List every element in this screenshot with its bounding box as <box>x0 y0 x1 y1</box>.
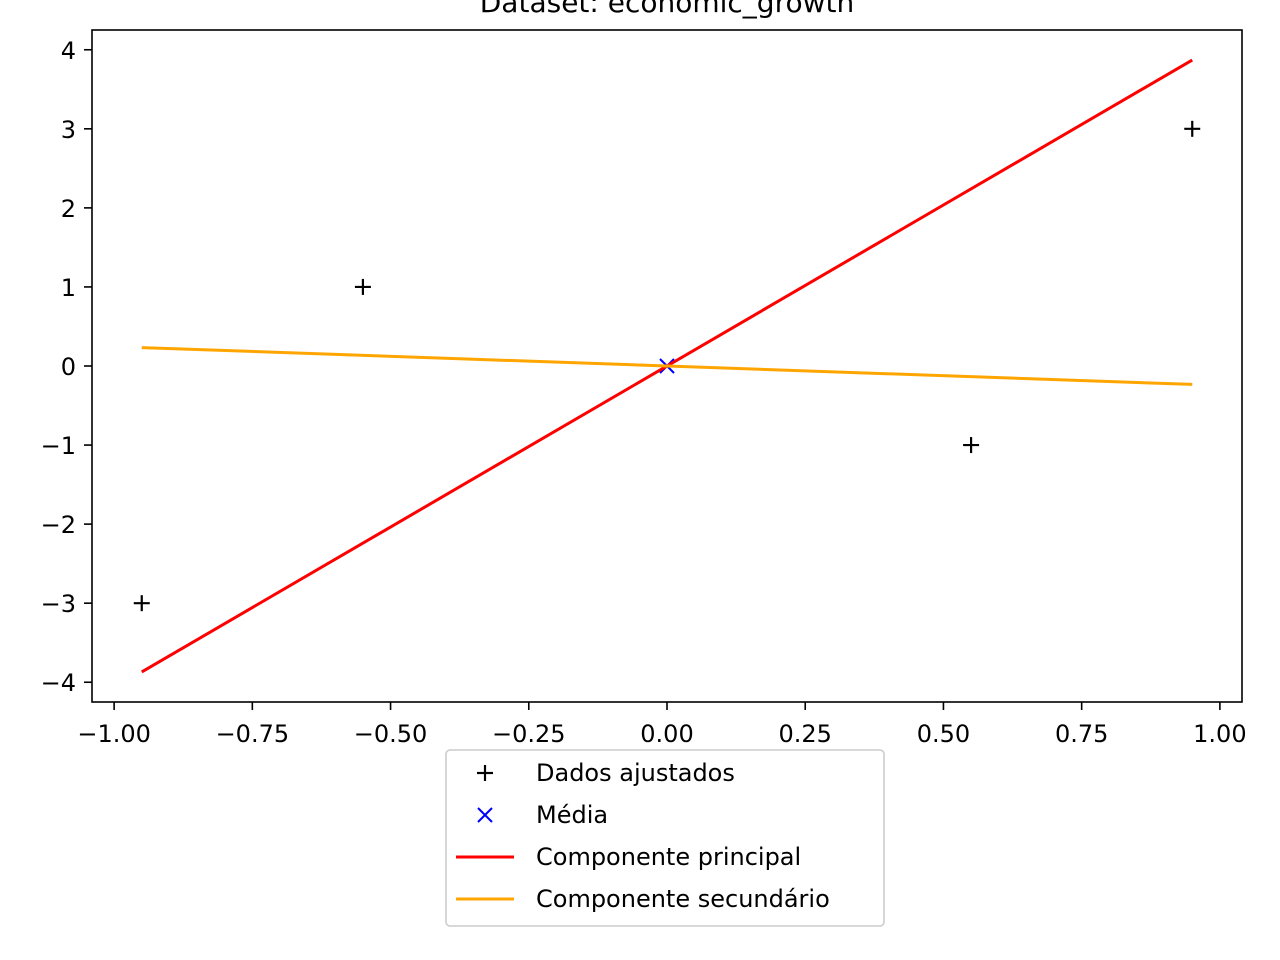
y-tick-label: 2 <box>61 195 76 223</box>
x-tick-label: −0.25 <box>492 720 566 748</box>
series-line <box>141 346 1193 386</box>
legend-label: Dados ajustados <box>536 759 735 787</box>
x-tick-label: −1.00 <box>77 720 151 748</box>
legend: Dados ajustados Média Componente principal… <box>445 749 885 927</box>
x-tick-label: 0.75 <box>1055 720 1108 748</box>
x-tick-label: 0.50 <box>917 720 970 748</box>
data-point <box>963 437 980 454</box>
y-tick-label: 4 <box>61 37 76 65</box>
y-tick-label: −2 <box>41 511 76 539</box>
y-tick-label: −1 <box>41 432 76 460</box>
legend-label: Média <box>536 801 608 829</box>
y-tick-label: −3 <box>41 590 76 618</box>
legend-item: Média <box>477 801 608 829</box>
y-tick-label: 1 <box>61 274 76 302</box>
axis-ticks: −1.00 −0.75 −0.50 −0.25 0.00 0.25 0.50 0.75 1.00… <box>41 37 1247 748</box>
x-marker-b <box>477 807 493 823</box>
x-tick-label: 0.25 <box>779 720 832 748</box>
data-point <box>354 278 371 295</box>
series-0 <box>133 120 1201 612</box>
x-tick-label: −0.75 <box>216 720 290 748</box>
y-tick-label: 3 <box>61 116 76 144</box>
legend-label: Componente secundário <box>536 885 830 913</box>
chart-title: Dataset: economic_growth <box>480 0 855 19</box>
series-3 <box>141 346 1193 386</box>
x-tick-label: 0.00 <box>640 720 693 748</box>
data-point <box>1184 120 1201 137</box>
y-tick-label: −4 <box>41 669 76 697</box>
data-point <box>133 595 150 612</box>
legend-item: Componente principal <box>456 843 801 871</box>
plot-area <box>133 58 1201 674</box>
legend-box <box>445 749 885 927</box>
x-tick-label: −0.50 <box>354 720 428 748</box>
legend-label: Componente principal <box>536 843 801 871</box>
x-tick-label: 1.00 <box>1193 720 1246 748</box>
legend-item: Dados ajustados <box>477 759 735 787</box>
legend-item: Componente secundário <box>456 885 830 913</box>
y-tick-label: 0 <box>61 353 76 381</box>
